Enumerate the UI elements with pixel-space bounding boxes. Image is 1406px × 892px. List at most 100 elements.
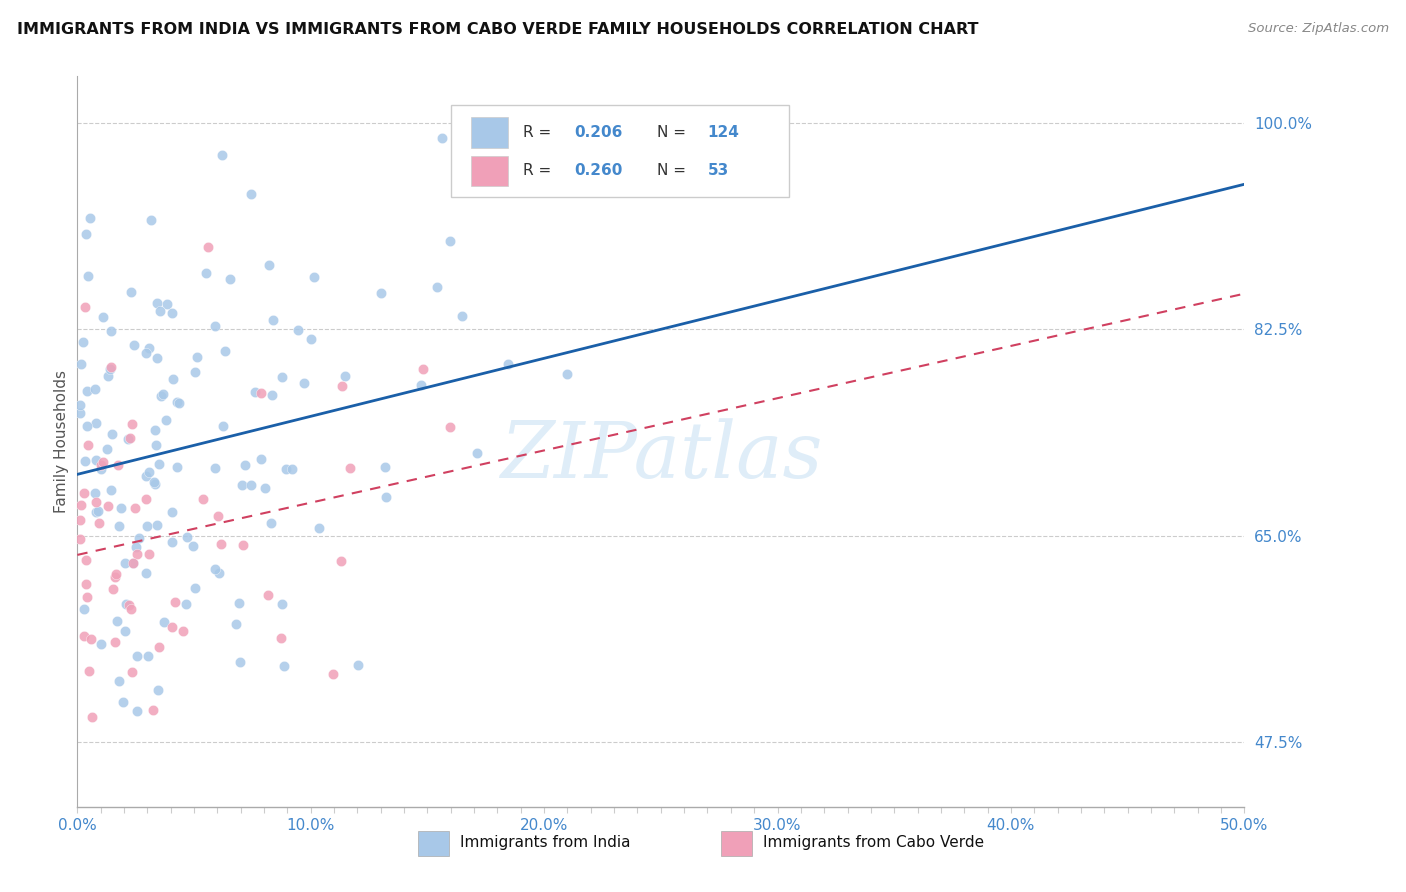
Point	[127, 705, 149, 719]
Point	[228, 596, 250, 610]
Point	[72, 485, 94, 500]
Point	[69, 357, 91, 371]
Point	[73, 300, 96, 314]
Text: N =: N =	[658, 163, 692, 178]
Point	[330, 379, 353, 393]
Point	[146, 351, 169, 366]
Point	[260, 516, 283, 531]
Point	[84, 453, 107, 467]
Point	[143, 476, 166, 491]
Point	[124, 500, 146, 515]
FancyBboxPatch shape	[451, 105, 789, 196]
Point	[138, 342, 160, 356]
Point	[73, 629, 96, 643]
Point	[104, 570, 127, 584]
Point	[465, 445, 488, 459]
Point	[90, 637, 112, 651]
Point	[91, 310, 114, 324]
Point	[75, 553, 97, 567]
FancyBboxPatch shape	[471, 155, 508, 186]
Point	[97, 368, 120, 383]
Text: R =: R =	[523, 125, 557, 140]
Text: Immigrants from India: Immigrants from India	[460, 836, 630, 850]
Point	[138, 465, 160, 479]
Point	[249, 386, 271, 401]
Point	[76, 590, 98, 604]
Point	[232, 538, 254, 552]
Point	[120, 431, 142, 445]
Point	[181, 539, 204, 553]
Point	[191, 492, 214, 507]
Text: N =: N =	[658, 125, 692, 140]
Point	[100, 324, 122, 338]
Point	[79, 211, 101, 226]
Point	[120, 602, 142, 616]
Point	[146, 518, 169, 533]
Point	[233, 458, 256, 473]
Point	[107, 458, 129, 472]
Text: 124: 124	[707, 125, 740, 140]
Point	[176, 597, 198, 611]
Point	[231, 477, 253, 491]
Point	[276, 462, 298, 476]
Point	[135, 566, 157, 581]
Point	[426, 279, 449, 293]
Point	[73, 454, 96, 468]
Point	[308, 521, 330, 535]
Text: 0.260: 0.260	[575, 163, 623, 178]
Point	[162, 505, 184, 519]
Point	[108, 673, 131, 688]
Point	[148, 682, 170, 697]
Point	[270, 631, 292, 645]
Point	[100, 360, 122, 375]
Point	[153, 615, 176, 630]
Point	[135, 345, 157, 359]
Point	[209, 537, 232, 551]
Point	[186, 350, 208, 364]
Point	[260, 388, 283, 402]
Point	[136, 648, 159, 663]
Point	[76, 269, 98, 284]
Point	[72, 335, 94, 350]
Text: IMMIGRANTS FROM INDIA VS IMMIGRANTS FROM CABO VERDE FAMILY HOUSEHOLDS CORRELATIO: IMMIGRANTS FROM INDIA VS IMMIGRANTS FROM…	[17, 22, 979, 37]
Point	[302, 269, 325, 284]
Point	[75, 227, 97, 241]
Point	[69, 398, 91, 412]
Point	[262, 313, 284, 327]
Point	[84, 485, 107, 500]
Point	[125, 540, 148, 554]
Point	[97, 499, 120, 513]
FancyBboxPatch shape	[471, 117, 508, 147]
Point	[370, 286, 392, 301]
Point	[90, 458, 112, 472]
Point	[143, 423, 166, 437]
Point	[439, 419, 461, 434]
Text: ZIPatlas: ZIPatlas	[499, 418, 823, 494]
Point	[270, 369, 292, 384]
Point	[121, 417, 143, 432]
Point	[136, 518, 159, 533]
Point	[112, 695, 135, 709]
Point	[69, 406, 91, 420]
Point	[451, 309, 474, 323]
Point	[208, 566, 231, 580]
Point	[333, 369, 356, 384]
Point	[103, 582, 125, 596]
Point	[148, 457, 170, 471]
Point	[339, 461, 361, 475]
Point	[114, 597, 136, 611]
Point	[84, 382, 107, 396]
Point	[256, 588, 278, 602]
Point	[135, 492, 157, 507]
Point	[84, 417, 107, 431]
Point	[166, 460, 188, 475]
Point	[240, 478, 263, 492]
Point	[212, 419, 235, 434]
Point	[172, 624, 194, 639]
Y-axis label: Family Households: Family Households	[53, 370, 69, 513]
Point	[219, 272, 242, 286]
Point	[555, 367, 578, 381]
Point	[281, 462, 304, 476]
Point	[270, 598, 292, 612]
Text: R =: R =	[523, 163, 557, 178]
